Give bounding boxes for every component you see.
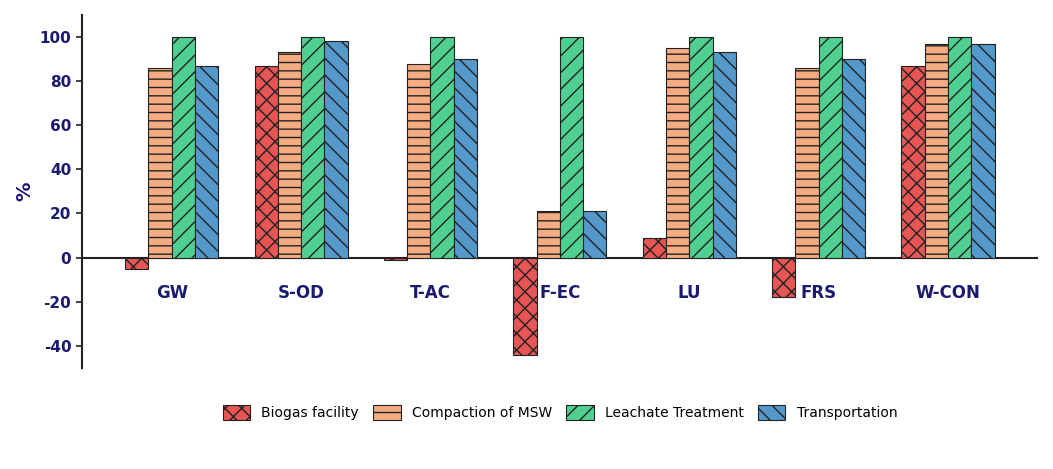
Bar (148, 68, 172, 257)
Bar (125, 257, 148, 269)
Bar (324, 41, 347, 257)
Bar (278, 53, 301, 257)
Bar (842, 59, 866, 257)
Bar (713, 53, 736, 257)
Bar (172, 37, 195, 257)
Bar (925, 44, 948, 257)
Bar (642, 238, 665, 257)
Bar (408, 63, 431, 257)
Y-axis label: %: % (15, 182, 34, 201)
Text: W-CON: W-CON (915, 284, 980, 302)
Bar (560, 37, 583, 257)
Bar (583, 211, 607, 257)
Bar (818, 37, 842, 257)
Bar (795, 68, 818, 257)
Bar (431, 37, 454, 257)
Bar (971, 44, 994, 257)
Bar (772, 257, 795, 297)
Bar (665, 48, 690, 257)
Legend: Biogas facility, Compaction of MSW, Leachate Treatment, Transportation: Biogas facility, Compaction of MSW, Leac… (218, 401, 901, 424)
Text: GW: GW (156, 284, 187, 302)
Text: S-OD: S-OD (278, 284, 324, 302)
Text: LU: LU (677, 284, 701, 302)
Bar (537, 211, 560, 257)
Text: FRS: FRS (800, 284, 837, 302)
Bar (255, 66, 278, 257)
Bar (948, 37, 971, 257)
Bar (513, 257, 537, 355)
Bar (384, 257, 408, 260)
Bar (301, 37, 324, 257)
Text: T-AC: T-AC (410, 284, 451, 302)
Bar (690, 37, 713, 257)
Text: F-EC: F-EC (539, 284, 580, 302)
Bar (195, 66, 218, 257)
Bar (901, 66, 925, 257)
Bar (454, 59, 477, 257)
